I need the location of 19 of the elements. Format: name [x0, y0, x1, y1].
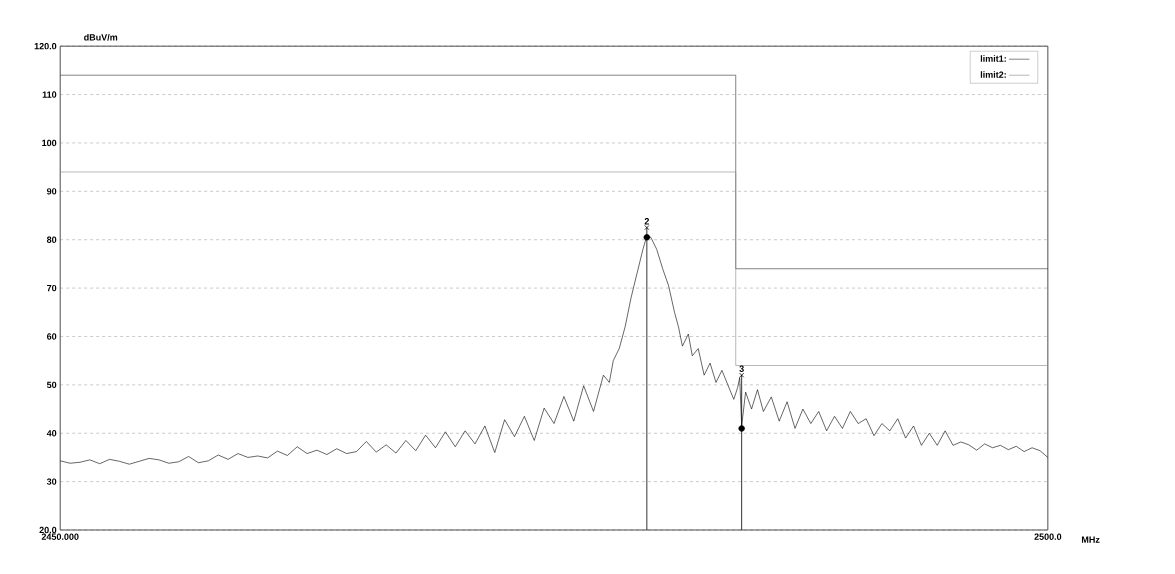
- y-tick-label: 20.0: [39, 526, 57, 534]
- y-tick-label: 80: [46, 236, 57, 243]
- y-tick-label: 70: [47, 284, 57, 292]
- annotation: 2: [644, 218, 649, 225]
- y-tick-label: 100: [42, 139, 57, 147]
- legend-label: limit1:: [980, 55, 1006, 62]
- y-tick-label: 90: [46, 188, 57, 195]
- x-tick-label: 2450.000: [41, 533, 79, 540]
- y-tick-label: 40: [46, 429, 57, 437]
- y-tick-label: 60: [46, 333, 57, 340]
- y-tick-label: 50: [46, 381, 57, 388]
- y-tick-label: 110: [42, 91, 57, 98]
- legend-label: limit2:: [980, 71, 1006, 78]
- x-tick-label: 2500.0: [1034, 533, 1062, 540]
- y-axis-title: dBuV/m: [84, 33, 118, 41]
- annotation: 3: [739, 365, 744, 372]
- x-axis-title: MHz: [1081, 536, 1100, 543]
- y-tick-label: 120.0: [34, 42, 57, 50]
- y-tick-label: 30: [46, 478, 57, 485]
